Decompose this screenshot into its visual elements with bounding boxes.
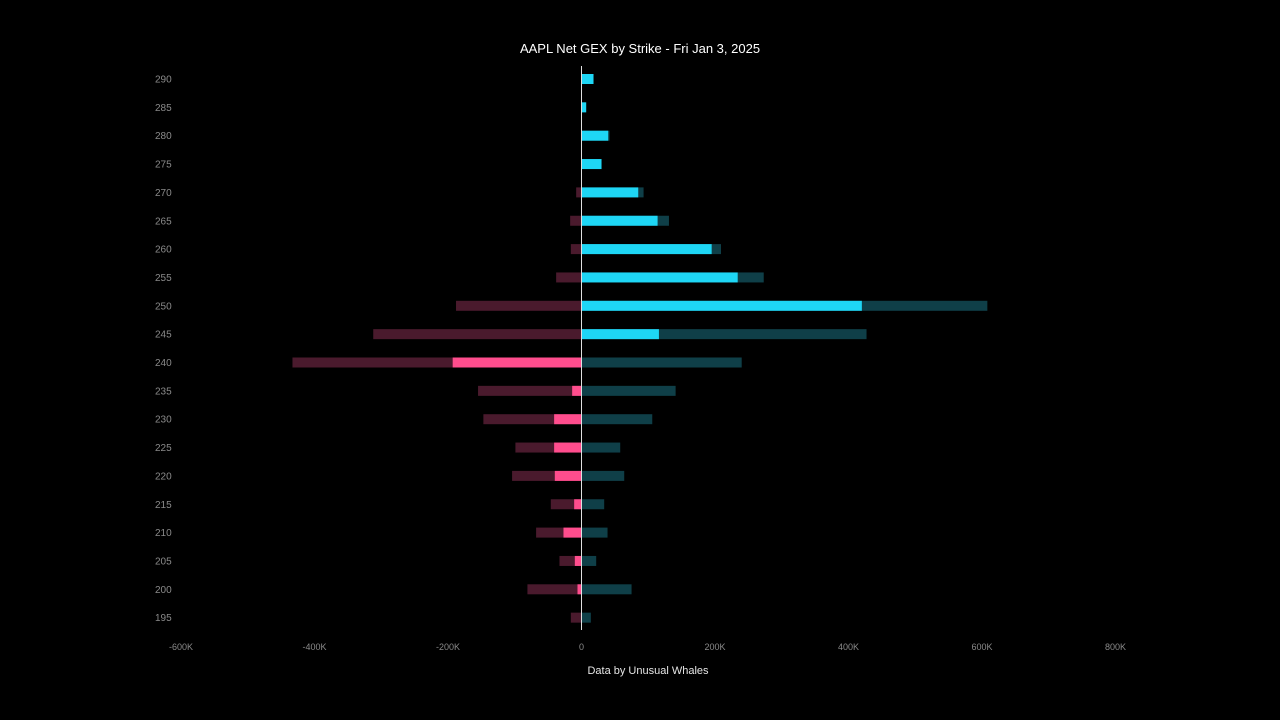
bar-gross-negative-235 (478, 385, 582, 396)
bar-net-245 (581, 329, 659, 340)
bar-gross-positive-235 (581, 385, 676, 396)
bar-gross-negative-195 (570, 612, 582, 623)
chart-title: AAPL Net GEX by Strike - Fri Jan 3, 2025 (519, 41, 761, 56)
x-tick-label: 400K (838, 642, 859, 652)
bar-net-275 (581, 159, 602, 170)
bar-net-285 (581, 102, 587, 113)
bar-net-205 (574, 555, 582, 566)
bar-gross-negative-255 (556, 272, 582, 283)
strike-label-210: 210 (155, 528, 172, 539)
bar-gross-positive-245 (581, 329, 867, 340)
bar-net-210 (563, 527, 582, 538)
x-tick-label: -200K (436, 642, 460, 652)
strike-label-195: 195 (155, 613, 172, 624)
strike-label-220: 220 (155, 471, 172, 482)
bar-gross-negative-225 (515, 442, 582, 453)
bar-net-270 (581, 187, 639, 198)
strike-label-280: 280 (155, 131, 172, 142)
strike-label-255: 255 (155, 273, 172, 284)
bar-net-220 (554, 470, 582, 481)
strike-label-270: 270 (155, 188, 172, 199)
bar-net-200 (577, 584, 582, 595)
strike-label-285: 285 (155, 103, 172, 114)
strike-label-240: 240 (155, 358, 172, 369)
strike-label-205: 205 (155, 556, 172, 567)
strike-label-265: 265 (155, 216, 172, 227)
strike-label-215: 215 (155, 500, 172, 511)
bar-gross-negative-245 (373, 329, 582, 340)
x-tick-label: -400K (302, 642, 326, 652)
bar-net-260 (581, 244, 712, 255)
bar-gross-positive-215 (581, 499, 605, 510)
bar-gross-negative-270 (576, 187, 582, 198)
strike-label-245: 245 (155, 330, 172, 341)
net-bars-layer (452, 74, 862, 595)
strike-label-235: 235 (155, 386, 172, 397)
bar-net-265 (581, 215, 658, 226)
bar-gross-negative-215 (550, 499, 582, 510)
bar-gross-negative-230 (483, 414, 582, 425)
bar-gross-negative-250 (456, 300, 582, 311)
strike-label-290: 290 (155, 75, 172, 86)
x-tick-label: -600K (169, 642, 193, 652)
bar-net-240 (452, 357, 582, 368)
strike-label-200: 200 (155, 585, 172, 596)
bar-gross-positive-240 (581, 357, 742, 368)
bar-gross-negative-240 (292, 357, 582, 368)
bar-net-230 (554, 414, 582, 425)
bar-gross-negative-205 (559, 555, 582, 566)
bar-gross-negative-260 (570, 244, 582, 255)
x-tick-label: 600K (971, 642, 992, 652)
bar-net-250 (581, 300, 862, 311)
x-axis: -600K -400K -200K 0 200K 400K 600K 800K (169, 642, 1126, 652)
x-tick-label: 200K (704, 642, 725, 652)
strike-label-225: 225 (155, 443, 172, 454)
strike-axis: 290 285 280 275 270 265 260 255 250 245 240 235 230 2… (155, 75, 172, 625)
bar-gross-positive-195 (581, 612, 591, 623)
gross-bars-layer (292, 74, 988, 623)
bar-net-235 (572, 385, 582, 396)
bar-net-255 (581, 272, 738, 283)
bar-gross-positive-220 (581, 470, 625, 481)
bar-net-290 (581, 74, 594, 84)
bar-net-215 (574, 499, 582, 510)
bar-gross-negative-210 (536, 527, 582, 538)
bar-gross-positive-205 (581, 555, 597, 566)
data-credit: Data by Unusual Whales (587, 665, 709, 677)
strike-label-260: 260 (155, 245, 172, 256)
bar-gross-positive-230 (581, 414, 653, 425)
bar-net-225 (554, 442, 582, 453)
bar-net-280 (581, 130, 609, 141)
bar-gross-positive-225 (581, 442, 621, 453)
strike-label-250: 250 (155, 301, 172, 312)
bar-gross-negative-200 (527, 584, 582, 595)
strike-label-275: 275 (155, 160, 172, 171)
strike-label-230: 230 (155, 415, 172, 426)
x-tick-label: 0 (579, 642, 584, 652)
x-tick-label: 800K (1105, 642, 1126, 652)
bar-gross-negative-265 (570, 215, 582, 226)
bar-gross-positive-210 (581, 527, 608, 538)
bar-gross-positive-200 (581, 584, 632, 595)
bar-gross-negative-220 (512, 470, 582, 481)
